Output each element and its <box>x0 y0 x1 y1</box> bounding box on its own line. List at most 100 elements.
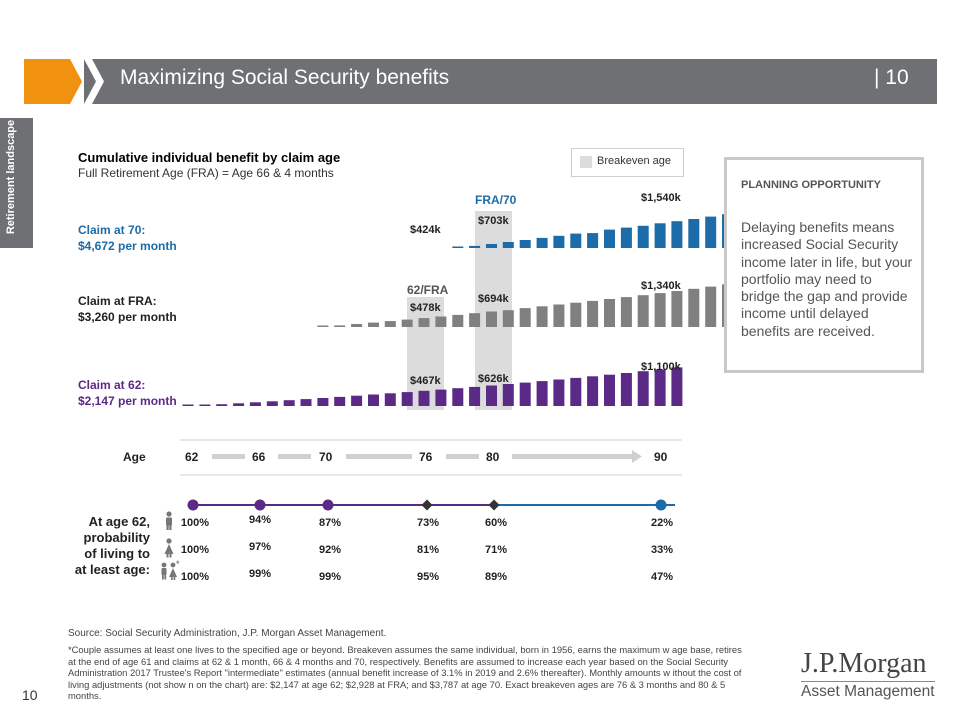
chart-subtitle: Full Retirement Age (FRA) = Age 66 & 4 m… <box>78 166 334 180</box>
bar-series-1-point-15 <box>570 302 582 327</box>
bar-series-2-point-5 <box>266 401 278 406</box>
bar-series-1-point-20 <box>654 293 666 327</box>
bar-series-2-point-12 <box>384 393 396 406</box>
age-tick-62: 62 <box>185 450 199 464</box>
bar-series-0-point-3 <box>502 242 514 248</box>
legend-label-breakeven: Breakeven age <box>597 155 671 167</box>
series-name-claim-70: Claim at 70: <box>78 223 146 237</box>
bar-series-0-point-10 <box>620 227 632 248</box>
breakeven-label-fra70: FRA/70 <box>475 193 517 207</box>
data-label-62-age76: $467k <box>410 375 441 387</box>
probability-cell: 89% <box>484 571 508 583</box>
data-label-70-age90: $1,540k <box>641 192 681 204</box>
probability-cell: 100% <box>180 517 210 529</box>
bar-series-2-point-21 <box>536 381 548 406</box>
bar-series-2-point-11 <box>368 394 379 406</box>
age-tick-70: 70 <box>319 450 333 464</box>
bar-series-2-point-19 <box>502 384 514 406</box>
age-tick-90: 90 <box>654 450 668 464</box>
bar-series-1-point-23 <box>705 286 717 327</box>
probability-cell: 47% <box>650 571 674 583</box>
breakeven-label-62fra: 62/FRA <box>407 283 449 297</box>
bar-series-1-point-9 <box>469 313 481 327</box>
bar-series-2-point-10 <box>351 395 363 406</box>
bar-series-2-point-9 <box>334 396 346 406</box>
probability-cell: 100% <box>180 571 210 583</box>
bar-series-0-point-14 <box>688 219 700 248</box>
series-label-claim-62: Claim at 62: $2,147 per month <box>78 377 177 409</box>
bar-series-2-point-29 <box>671 367 683 406</box>
bar-series-0-point-13 <box>671 221 683 248</box>
jpmorgan-logo: J.P.Morgan <box>801 648 927 679</box>
probability-cell: 87% <box>318 517 342 529</box>
probability-cell: 33% <box>650 544 674 556</box>
series-name-claim-fra: Claim at FRA: <box>78 294 157 308</box>
data-label-fra-age90: $1,340k <box>641 280 681 292</box>
probability-cell: 99% <box>318 571 342 583</box>
bar-series-2-point-2 <box>216 404 228 406</box>
bar-series-2-point-22 <box>553 379 565 406</box>
bar-series-1-point-4 <box>384 321 396 327</box>
bar-series-2-point-28 <box>654 369 666 406</box>
timeline-marker-90 <box>655 499 667 511</box>
bar-series-1-point-17 <box>604 299 615 327</box>
timeline-marker-70 <box>322 499 334 511</box>
data-label-fra-age76: $478k <box>410 302 441 314</box>
bar-series-1-point-12 <box>519 308 531 327</box>
bar-series-2-point-0 <box>182 404 194 406</box>
series-label-claim-fra: Claim at FRA: $3,260 per month <box>78 293 177 325</box>
bar-series-1-point-6 <box>418 318 430 327</box>
planning-body: Delaying benefits means increased Social… <box>741 219 913 339</box>
bar-series-2-point-26 <box>620 373 632 406</box>
probability-label: At age 62, probability of living to at l… <box>60 514 150 578</box>
timeline-marker-66 <box>254 499 266 511</box>
bar-series-2-point-13 <box>401 392 413 406</box>
male-person-icon <box>166 511 172 530</box>
bar-series-2-point-25 <box>604 374 615 406</box>
age-tick-80: 80 <box>486 450 500 464</box>
probability-cell: 73% <box>416 517 440 529</box>
header-chevron-notch <box>84 59 104 104</box>
bar-series-2-point-1 <box>199 404 211 406</box>
couple-footnote-marker: * <box>176 559 180 569</box>
timeline-marker-80 <box>488 499 500 511</box>
timeline-marker-76 <box>421 499 433 511</box>
bar-series-1-point-18 <box>620 297 632 327</box>
series-name-claim-62: Claim at 62: <box>78 378 146 392</box>
legend-swatch-breakeven <box>580 156 592 168</box>
age-axis-arrows <box>212 450 642 463</box>
age-tick-76: 76 <box>419 450 433 464</box>
bar-series-0-point-2 <box>486 244 497 248</box>
probability-cell: 81% <box>416 544 440 556</box>
bar-series-2-point-6 <box>283 400 295 406</box>
header-page-number: | 10 <box>874 66 909 89</box>
page-title: Maximizing Social Security benefits <box>120 66 450 89</box>
female-person-icon <box>164 538 174 558</box>
bar-series-0-point-12 <box>654 223 666 248</box>
probability-label-line: probability <box>83 530 150 545</box>
bar-series-2-point-7 <box>300 399 312 406</box>
chart-title: Cumulative individual benefit by claim a… <box>78 150 341 165</box>
age-tick-66: 66 <box>252 450 266 464</box>
bar-series-1-point-8 <box>452 314 464 327</box>
bar-series-1-point-13 <box>536 306 548 327</box>
bar-series-2-point-24 <box>587 376 599 406</box>
planning-heading: PLANNING OPPORTUNITY <box>741 179 881 191</box>
data-label-70-age80: $703k <box>478 215 509 227</box>
bar-series-2-point-15 <box>435 389 447 406</box>
bar-series-1-point-0 <box>317 325 329 327</box>
probability-cell: 71% <box>484 544 508 556</box>
timeline-marker-62 <box>187 499 199 511</box>
bar-series-0-point-15 <box>705 216 717 248</box>
bar-series-1-point-7 <box>435 316 447 327</box>
bar-series-2-point-27 <box>637 371 649 406</box>
probability-label-line: of living to <box>84 546 150 561</box>
bar-series-0-point-9 <box>604 229 615 248</box>
data-label-62-age90: $1,100k <box>641 361 681 373</box>
series-label-claim-70: Claim at 70: $4,672 per month <box>78 222 177 254</box>
planning-opportunity-box <box>724 157 924 373</box>
bar-series-1-point-21 <box>671 291 683 327</box>
bar-series-2-point-4 <box>249 402 261 406</box>
bar-series-0-point-6 <box>553 235 565 248</box>
bar-series-1-point-19 <box>637 295 649 327</box>
